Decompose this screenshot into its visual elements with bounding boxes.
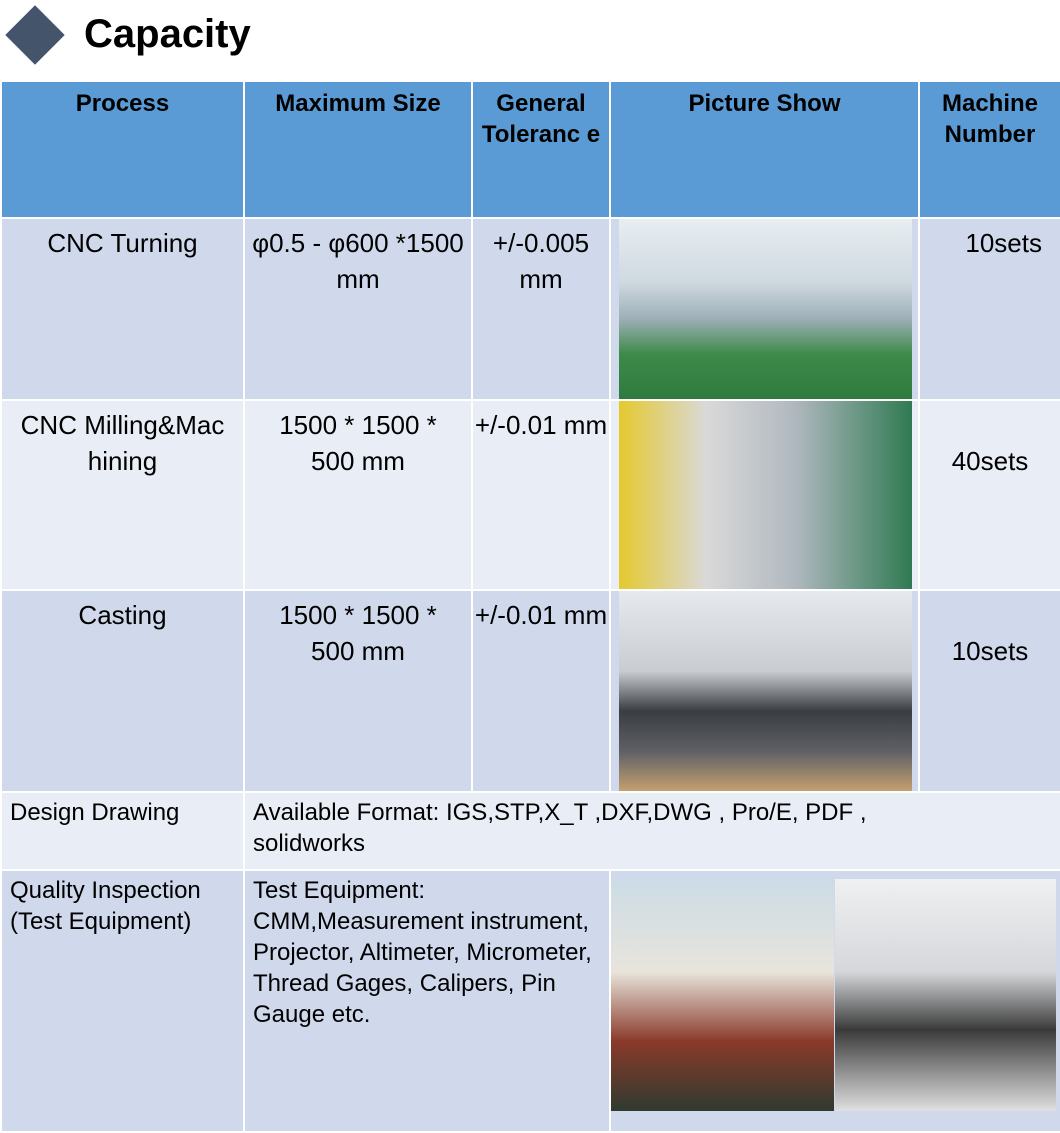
process-cell: CNC Milling&Machining bbox=[0, 399, 245, 591]
size-cell: 1500 * 1500 * 500 mm bbox=[243, 399, 473, 591]
cnc-milling-photo bbox=[619, 402, 912, 588]
cmm-machine-photo bbox=[612, 879, 834, 1111]
header-general-tolerance: General Toleranc e bbox=[471, 80, 611, 219]
quality-label: Quality Inspection (Test Equipment) bbox=[0, 869, 245, 1133]
machine-number-cell: 40sets bbox=[918, 399, 1060, 591]
size-cell: φ0.5 - φ600 *1500 mm bbox=[243, 217, 473, 401]
tolerance-cell: +/-0.005 mm bbox=[471, 217, 611, 401]
diamond-bullet-icon bbox=[5, 5, 65, 65]
header-maximum-size: Maximum Size bbox=[243, 80, 473, 219]
projector-photo bbox=[835, 879, 1056, 1111]
process-cell: CNC Turning bbox=[0, 217, 245, 401]
header-row: Process Maximum Size General Toleranc e … bbox=[0, 80, 1060, 219]
section-title: Capacity bbox=[0, 0, 1060, 78]
design-label: Design Drawing bbox=[0, 791, 245, 871]
cnc-turning-photo bbox=[619, 220, 912, 398]
page-title: Capacity bbox=[84, 12, 251, 56]
tolerance-cell: +/-0.01 mm bbox=[471, 399, 611, 591]
size-cell: 1500 * 1500 * 500 mm bbox=[243, 589, 473, 793]
capacity-table: Process Maximum Size General Toleranc e … bbox=[0, 80, 1060, 1133]
tolerance-cell: +/-0.01 mm bbox=[471, 589, 611, 793]
picture-cell bbox=[609, 399, 920, 591]
table-row: CNC Turning φ0.5 - φ600 *1500 mm +/-0.00… bbox=[0, 217, 1060, 401]
design-drawing-row: Design Drawing Available Format: IGS,STP… bbox=[0, 791, 1060, 871]
casting-photo bbox=[619, 592, 912, 790]
picture-cell bbox=[609, 217, 920, 401]
picture-cell bbox=[609, 589, 920, 793]
quality-value: Test Equipment: CMM,Measurement instrume… bbox=[243, 869, 611, 1133]
quality-inspection-row: Quality Inspection (Test Equipment) Test… bbox=[0, 869, 1060, 1133]
header-machine-number: Machine Number bbox=[918, 80, 1060, 219]
machine-number-cell: 10sets bbox=[918, 589, 1060, 793]
design-value: Available Format: IGS,STP,X_T ,DXF,DWG ,… bbox=[243, 791, 1060, 871]
header-picture-show: Picture Show bbox=[609, 80, 920, 219]
quality-pictures bbox=[609, 869, 1060, 1133]
machine-number-cell: 10sets bbox=[918, 217, 1060, 401]
table-row: Casting 1500 * 1500 * 500 mm +/-0.01 mm … bbox=[0, 589, 1060, 793]
table-row: CNC Milling&Machining 1500 * 1500 * 500 … bbox=[0, 399, 1060, 591]
header-process: Process bbox=[0, 80, 245, 219]
process-cell: Casting bbox=[0, 589, 245, 793]
